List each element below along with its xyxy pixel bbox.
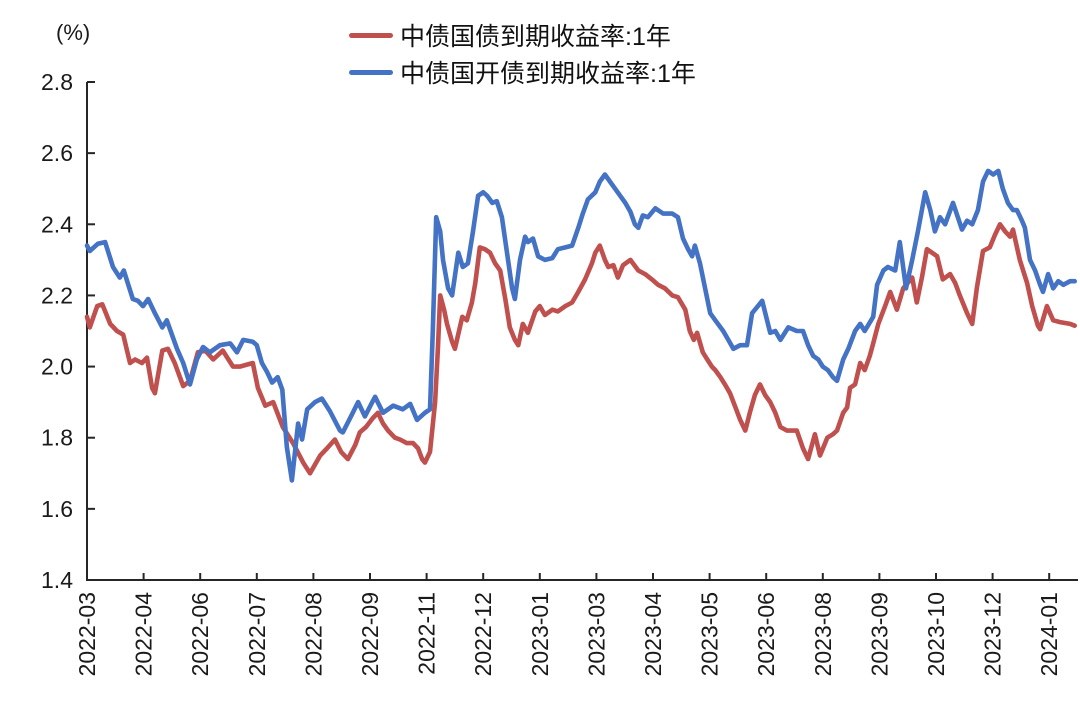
cdb-1y-line [84,168,1077,483]
y-tick-label: 1.6 [41,496,73,522]
x-tick-label: 2022-06 [187,592,213,676]
legend-swatch-blue-line [349,69,393,75]
y-tick-label: 1.4 [41,567,73,593]
y-tick-label: 2.0 [41,354,73,380]
legend-item-treasury-1y: 中债国债到期收益率:1年 [349,21,696,51]
x-tick-label: 2023-01 [527,592,553,676]
legend: 中债国债到期收益率:1年 中债国开债到期收益率:1年 [349,21,696,88]
x-tick-label: 2023-06 [753,592,779,676]
x-tick-label: 2022-07 [244,592,270,676]
x-tick-label: 2023-10 [923,592,949,676]
legend-label-treasury-1y: 中债国债到期收益率:1年 [400,23,671,51]
x-tick-label: 2024-01 [1036,592,1062,676]
x-tick-label: 2023-08 [810,592,836,676]
x-tick-label: 2022-11 [414,592,440,675]
x-tick-label: 2023-04 [640,592,666,677]
x-tick-label: 2023-12 [980,592,1006,676]
legend-swatch-red-line [349,32,393,38]
y-tick-label: 2.4 [41,211,73,237]
y-tick-label: 1.8 [41,425,73,451]
legend-item-cdb-1y: 中债国开债到期收益率:1年 [349,58,696,88]
y-tick-label: 2.2 [41,282,73,308]
x-tick-label: 2022-04 [131,592,157,677]
x-tick-label: 2022-09 [357,592,383,676]
axis-lines [86,82,1078,581]
x-tick-label: 2023-05 [697,592,723,676]
x-tick-label: 2022-03 [74,592,100,676]
y-tick-label: 2.8 [41,69,73,95]
y-axis-unit-label: (%) [56,20,91,45]
x-tick-label: 2022-12 [470,592,496,676]
x-tick-label: 2023-09 [866,592,892,676]
legend-label-cdb-1y: 中债国开债到期收益率:1年 [400,60,696,88]
x-tick-label: 2022-08 [300,592,326,676]
y-tick-label: 2.6 [41,140,73,166]
x-tick-label: 2023-03 [583,592,609,676]
